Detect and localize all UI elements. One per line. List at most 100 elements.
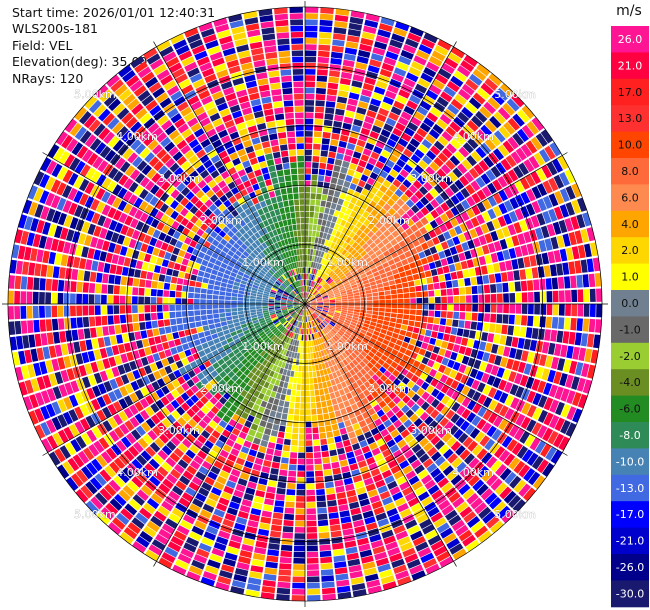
velocity-gate xyxy=(493,334,501,344)
velocity-gate xyxy=(373,271,380,277)
velocity-gate xyxy=(317,304,323,306)
velocity-gate xyxy=(426,431,437,441)
velocity-gate xyxy=(346,364,352,371)
velocity-gate xyxy=(32,306,39,319)
velocity-gate xyxy=(317,250,322,257)
velocity-gate xyxy=(424,529,438,541)
velocity-gate xyxy=(352,382,359,389)
velocity-gate xyxy=(368,277,375,283)
velocity-gate xyxy=(371,314,378,319)
velocity-gate xyxy=(206,289,213,295)
velocity-gate xyxy=(504,408,515,420)
velocity-gate xyxy=(445,159,456,171)
velocity-gate xyxy=(356,346,363,353)
velocity-gate xyxy=(45,278,52,291)
velocity-gate xyxy=(279,469,288,477)
velocity-gate xyxy=(334,561,347,569)
velocity-gate xyxy=(407,497,420,508)
velocity-gate xyxy=(555,401,565,416)
velocity-gate xyxy=(261,510,272,518)
velocity-gate xyxy=(340,292,347,296)
velocity-gate xyxy=(319,538,331,545)
velocity-gate xyxy=(231,308,238,312)
velocity-gate xyxy=(293,377,298,384)
velocity-gate xyxy=(237,310,244,315)
velocity-gate xyxy=(565,185,576,200)
velocity-gate xyxy=(507,117,521,131)
velocity-gate xyxy=(440,289,447,296)
velocity-gate xyxy=(305,286,307,292)
velocity-gate xyxy=(596,304,602,318)
velocity-gate xyxy=(437,233,446,243)
velocity-gate xyxy=(443,532,457,545)
velocity-gate xyxy=(409,338,417,346)
velocity-gate xyxy=(316,276,320,283)
velocity-gate xyxy=(316,307,323,311)
velocity-gate xyxy=(292,570,305,577)
velocity-gate xyxy=(576,274,583,288)
velocity-gate xyxy=(380,273,387,279)
velocity-gate xyxy=(417,469,429,480)
velocity-gate xyxy=(145,321,152,330)
velocity-gate xyxy=(188,286,195,293)
velocity-gate xyxy=(340,313,347,317)
velocity-gate xyxy=(467,400,477,411)
velocity-gate xyxy=(294,533,305,539)
velocity-gate xyxy=(189,322,196,329)
velocity-gate xyxy=(388,112,400,121)
velocity-gate xyxy=(590,349,599,364)
velocity-gate xyxy=(430,512,444,523)
velocity-gate xyxy=(549,399,560,413)
velocity-gate xyxy=(428,304,435,310)
velocity-gate xyxy=(452,496,465,509)
velocity-gate xyxy=(325,393,331,401)
velocity-gate xyxy=(94,294,101,304)
velocity-gate xyxy=(370,234,378,242)
velocity-gate xyxy=(472,68,487,81)
velocity-gate xyxy=(20,276,28,290)
velocity-gate xyxy=(377,336,384,343)
velocity-gate xyxy=(542,427,554,442)
velocity-gate xyxy=(452,319,459,327)
velocity-gate xyxy=(310,321,314,327)
velocity-gate xyxy=(403,336,411,343)
velocity-gate xyxy=(345,148,354,157)
velocity-gate xyxy=(359,43,372,52)
velocity-gate xyxy=(565,374,574,389)
velocity-gate xyxy=(368,157,377,166)
velocity-gate xyxy=(411,332,419,340)
velocity-gate xyxy=(370,427,380,436)
velocity-gate xyxy=(589,304,596,318)
velocity-gate xyxy=(168,340,176,348)
velocity-gate xyxy=(394,143,405,153)
velocity-gate xyxy=(443,448,454,460)
velocity-gate xyxy=(345,331,352,337)
velocity-gate xyxy=(311,304,317,306)
velocity-gate xyxy=(102,326,109,336)
velocity-gate xyxy=(327,506,338,513)
velocity-gate xyxy=(46,265,54,278)
velocity-gate xyxy=(482,396,493,408)
velocity-gate xyxy=(438,499,451,511)
velocity-gate xyxy=(498,189,509,202)
velocity-gate xyxy=(76,305,83,316)
velocity-gate xyxy=(200,309,207,315)
velocity-gate xyxy=(357,247,365,254)
velocity-gate xyxy=(267,480,277,488)
velocity-gate xyxy=(357,321,364,326)
velocity-gate xyxy=(340,290,347,295)
velocity-gate xyxy=(428,55,443,67)
velocity-gate xyxy=(336,238,342,245)
velocity-gate xyxy=(341,186,349,194)
velocity-gate xyxy=(351,343,358,349)
velocity-gate xyxy=(441,357,450,366)
velocity-gate xyxy=(338,232,345,240)
velocity-gate xyxy=(333,223,340,231)
velocity-gate xyxy=(395,235,403,243)
velocity-gate xyxy=(324,361,330,369)
velocity-gate xyxy=(45,292,52,304)
velocity-gate xyxy=(355,264,362,270)
velocity-gate xyxy=(337,320,344,326)
velocity-gate xyxy=(322,308,329,312)
velocity-gate xyxy=(447,359,455,369)
